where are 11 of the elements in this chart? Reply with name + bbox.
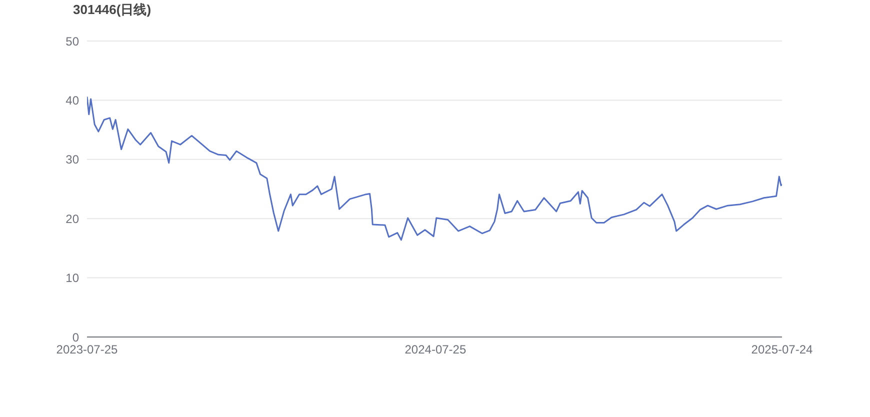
y-tick-label: 0: [72, 330, 80, 344]
y-tick-label: 40: [66, 93, 80, 108]
y-tick-label: 20: [66, 212, 80, 226]
x-tick-label: 2023-07-25: [56, 342, 118, 357]
chart-title: 301446(日线): [73, 1, 152, 19]
y-tick-label: 30: [66, 152, 80, 167]
y-tick-label: 50: [66, 34, 80, 48]
x-tick-label: 2024-07-25: [404, 342, 466, 357]
y-tick-label: 10: [66, 271, 80, 286]
line-series: [87, 96, 782, 241]
x-tick-label: 2025-07-24: [751, 342, 814, 357]
